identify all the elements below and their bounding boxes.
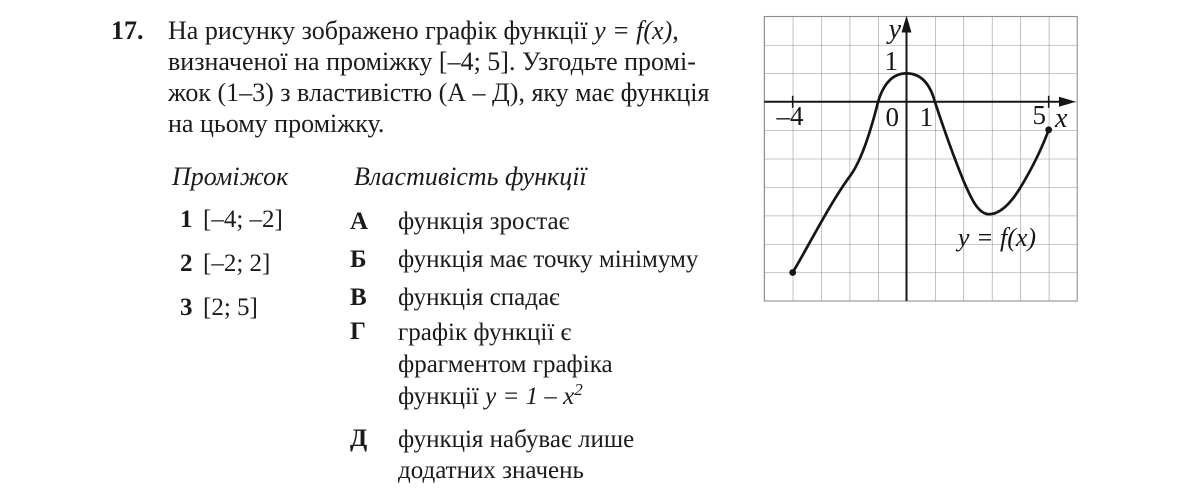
x-tick-label-minus4: –4 xyxy=(776,101,805,131)
statement-line-2: визначеної на проміжку [–4; 5]. Узгодьте… xyxy=(168,46,746,77)
property-letter: Б xyxy=(350,246,367,273)
interval-row-1: 1 [–4; –2] xyxy=(172,205,283,235)
property-row-a: А функція зростає xyxy=(350,207,750,237)
property-text-line: графік функції є xyxy=(398,319,572,346)
property-text: функції xyxy=(398,383,486,410)
property-row-g: Г графік функції є фрагментом графіка фу… xyxy=(350,317,750,415)
property-letter: Г xyxy=(350,318,366,345)
property-letter: А xyxy=(350,208,369,235)
problem-statement: На рисунку зображено графік функції y = … xyxy=(168,15,746,139)
intervals-column-header: Проміжок xyxy=(172,162,289,191)
properties-column-header: Властивість функції xyxy=(354,162,587,191)
interval-row-2: 2 [–2; 2] xyxy=(172,249,283,279)
statement-text: , xyxy=(672,16,679,45)
y-tick-label-1: 1 xyxy=(885,46,899,76)
function-graph-figure: y 1 0 1 –4 5 x y = f(x) xyxy=(755,0,1189,315)
property-math: y = 1 – x xyxy=(485,383,575,410)
graph-svg: y 1 0 1 –4 5 x y = f(x) xyxy=(763,14,1078,302)
property-text: функція спадає xyxy=(398,284,560,311)
property-letter: Д xyxy=(350,425,368,452)
interval-value: [–4; –2] xyxy=(203,206,283,233)
left-endpoint-dot xyxy=(789,269,797,276)
property-text: функція має точку мінімуму xyxy=(398,246,699,273)
interval-number: 1 xyxy=(180,206,193,233)
property-text: функція зростає xyxy=(398,208,570,235)
interval-value: [2; 5] xyxy=(203,294,258,321)
curve-equation-label: y = f(x) xyxy=(955,223,1036,252)
interval-number: 3 xyxy=(180,294,193,321)
x-axis-arrow xyxy=(1059,96,1076,107)
interval-row-3: 3 [2; 5] xyxy=(172,293,283,323)
property-text-line: фрагментом графіка xyxy=(398,351,613,378)
property-row-v: В функція спадає xyxy=(350,283,750,313)
property-text-line: функції y = 1 – x2 xyxy=(398,379,613,415)
properties-list: А функція зростає Б функція має точку мі… xyxy=(350,207,750,486)
y-axis-label: y xyxy=(886,14,902,45)
graph-grid xyxy=(763,15,1078,302)
property-row-d: Д функція набуває лише додатних значень xyxy=(350,424,750,486)
statement-line-3: жок (1–3) з властивістю (А – Д), яку має… xyxy=(168,77,746,108)
property-text-line: функція набуває лише xyxy=(398,426,635,453)
statement-text: визначеної на проміжку [–4; 5]. Узгодьте… xyxy=(168,47,696,76)
interval-value: [–2; 2] xyxy=(203,250,271,277)
function-curve xyxy=(791,72,1051,274)
y-axis-arrow xyxy=(901,15,912,33)
origin-label: 0 xyxy=(886,102,900,132)
property-math-exponent: 2 xyxy=(574,379,583,399)
statement-text: жок (1–3) з властивістю (А – Д), яку має… xyxy=(168,78,710,107)
property-letter: В xyxy=(350,284,367,311)
property-text-line: додатних значень xyxy=(398,457,584,484)
property-text: функція набуває лише додатних значень xyxy=(398,424,634,486)
x-tick-label-1: 1 xyxy=(920,102,934,132)
property-row-b: Б функція має точку мінімуму xyxy=(350,245,750,275)
statement-text: На рисунку зображено графік функції xyxy=(168,16,595,45)
statement-line-1: На рисунку зображено графік функції y = … xyxy=(168,15,746,46)
statement-math: y = f(x) xyxy=(594,16,673,45)
x-axis-label: x xyxy=(1054,103,1068,134)
interval-number: 2 xyxy=(180,250,193,277)
property-text: графік функції є фрагментом графіка функ… xyxy=(398,317,613,415)
right-endpoint-dot xyxy=(1045,126,1053,134)
intervals-list: 1 [–4; –2] 2 [–2; 2] 3 [2; 5] xyxy=(172,205,283,337)
statement-line-4: на цьому проміжку. xyxy=(168,108,746,139)
statement-text: на цьому проміжку. xyxy=(168,109,385,138)
problem-number: 17. xyxy=(111,16,144,45)
x-tick-label-5: 5 xyxy=(1033,100,1047,130)
